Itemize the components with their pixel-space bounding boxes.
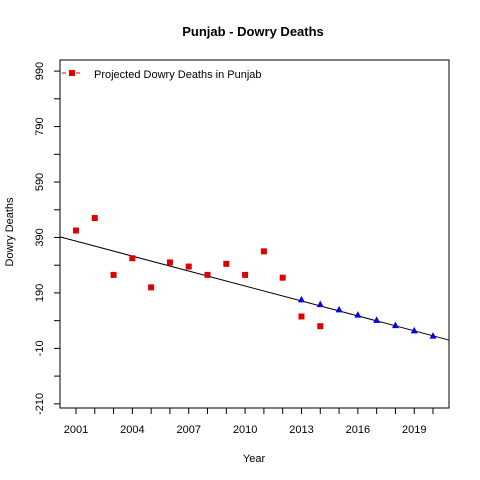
data-point-square <box>166 259 173 266</box>
x-tick-label: 2001 <box>64 424 88 436</box>
data-point-triangle <box>297 295 305 303</box>
x-tick-label: 2004 <box>120 424 144 436</box>
x-tick-label: 2016 <box>346 424 370 436</box>
data-point-square <box>317 323 324 330</box>
data-point-square <box>204 271 211 278</box>
trend-line-layer <box>59 236 450 341</box>
y-tick-label: 790 <box>34 117 46 135</box>
x-axis: 2001 2004 2007 2010 2013 2016 2019 <box>64 408 434 436</box>
data-point-square <box>91 215 98 222</box>
y-tick-label: 190 <box>34 284 46 302</box>
data-point-triangle <box>410 326 418 334</box>
data-point-square <box>223 260 230 267</box>
legend-label: Projected Dowry Deaths in Punjab <box>94 69 262 81</box>
y-tick-label: 990 <box>34 62 46 80</box>
x-tick-label: 2007 <box>176 424 200 436</box>
x-tick-label: 2013 <box>289 424 313 436</box>
data-point-triangle <box>335 305 343 313</box>
x-tick-label: 2019 <box>402 424 426 436</box>
chart-title: Punjab - Dowry Deaths <box>182 24 324 39</box>
data-point-square <box>242 271 249 278</box>
data-point-square <box>260 248 267 255</box>
x-tick-label: 2010 <box>233 424 257 436</box>
legend-marker <box>69 70 75 76</box>
data-point-square <box>129 255 136 262</box>
data-point-square <box>298 313 305 320</box>
y-tick-label: -210 <box>34 393 46 415</box>
data-point-triangle <box>316 300 324 308</box>
data-point-square <box>110 271 117 278</box>
legend: Projected Dowry Deaths in Punjab <box>62 69 262 81</box>
data-point-triangle <box>391 321 399 329</box>
y-axis-label: Dowry Deaths <box>4 197 16 267</box>
data-point-triangle <box>429 332 437 339</box>
data-point-square <box>148 284 155 291</box>
x-axis-label: Year <box>243 453 266 465</box>
data-point-triangle <box>354 311 362 318</box>
data-point-square <box>185 263 192 270</box>
plot-area <box>59 59 450 409</box>
y-axis: -210 -10 190 390 590 790 990 <box>34 62 60 415</box>
y-tick-label: -10 <box>34 340 46 356</box>
data-point-square <box>72 227 79 234</box>
data-points-layer <box>72 215 437 339</box>
trend-line <box>59 236 450 341</box>
y-tick-label: 590 <box>34 173 46 191</box>
data-point-square <box>279 274 286 281</box>
y-tick-label: 390 <box>34 228 46 246</box>
data-point-triangle <box>373 316 381 323</box>
